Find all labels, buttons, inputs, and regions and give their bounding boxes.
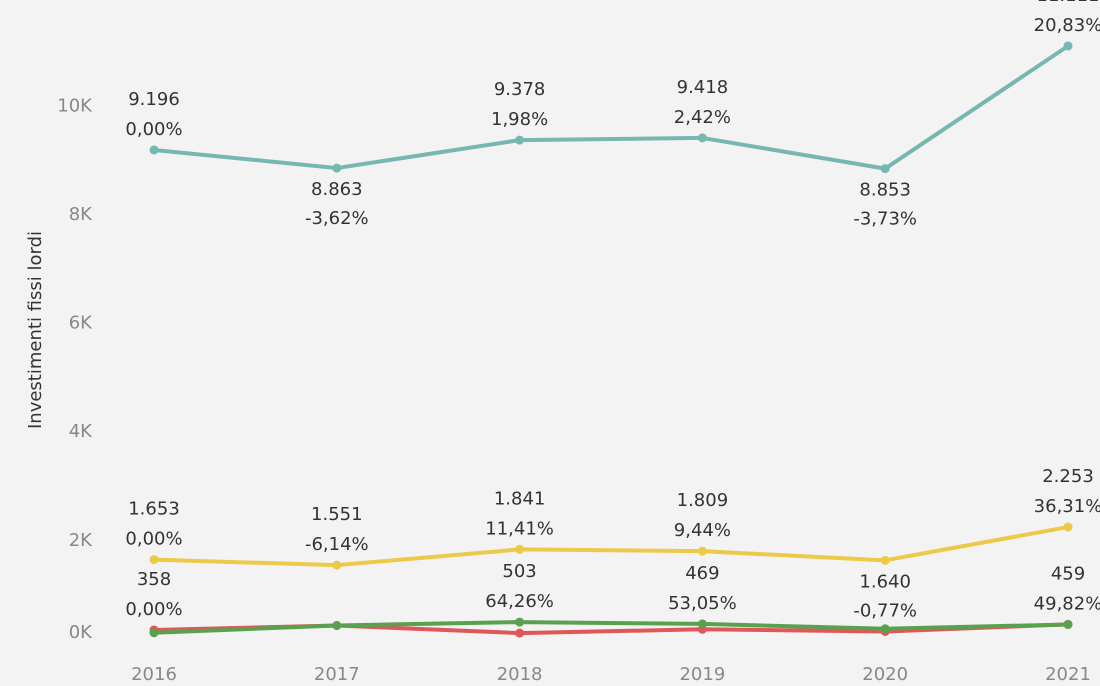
line	[153, 44, 1070, 171]
change-label: -3,62%	[305, 208, 369, 229]
y-tick-label: 0K	[69, 622, 93, 643]
point	[880, 624, 890, 634]
point	[1063, 522, 1073, 532]
point	[332, 163, 342, 173]
change-label: -3,73%	[853, 209, 917, 230]
data-label: 1.841	[494, 488, 546, 509]
point	[1063, 619, 1073, 629]
y-tick-label: 8K	[69, 204, 93, 225]
data-label: 1.809	[677, 490, 729, 511]
data-label: 9.378	[494, 79, 546, 100]
point	[149, 555, 159, 565]
point	[515, 135, 525, 145]
data-label: 459	[1051, 563, 1085, 584]
y-axis-label: Investimenti fissi lordi	[25, 231, 46, 429]
point	[880, 164, 890, 174]
data-label: 1.551	[311, 504, 363, 525]
y-tick-label: 2K	[69, 530, 93, 551]
change-label: 64,26%	[485, 591, 554, 612]
x-tick-label: 2021	[1045, 664, 1091, 685]
x-tick-label: 2020	[862, 664, 908, 685]
data-label: 9.196	[128, 89, 180, 110]
point	[515, 628, 525, 638]
point	[697, 546, 707, 556]
change-label: 1,98%	[491, 109, 548, 130]
change-label: -6,14%	[305, 534, 369, 555]
point	[515, 617, 525, 627]
change-label: 0,00%	[125, 529, 182, 550]
point	[149, 145, 159, 155]
point	[880, 555, 890, 565]
change-label: 49,82%	[1034, 593, 1100, 614]
y-tick-label: 6K	[69, 313, 93, 334]
data-label: 503	[502, 561, 536, 582]
point	[332, 621, 342, 631]
x-tick-label: 2016	[131, 664, 177, 685]
x-tick-label: 2018	[497, 664, 543, 685]
point	[697, 133, 707, 143]
data-label: 1.653	[128, 499, 180, 520]
point	[1063, 41, 1073, 51]
y-tick-label: 4K	[69, 421, 93, 442]
data-label: 2.253	[1042, 466, 1094, 487]
data-label: 9.418	[677, 77, 729, 98]
change-label: 9,44%	[674, 520, 731, 541]
change-label: 0,00%	[125, 119, 182, 140]
data-label: 1.640	[859, 571, 911, 592]
y-tick-label: 10K	[57, 95, 93, 116]
change-label: 53,05%	[668, 593, 737, 614]
change-label: 20,83%	[1034, 15, 1100, 36]
x-tick-label: 2017	[314, 664, 360, 685]
data-label: 8.863	[311, 179, 363, 200]
data-label: 8.853	[859, 180, 911, 201]
point	[697, 619, 707, 629]
line	[153, 525, 1069, 568]
point	[515, 544, 525, 554]
change-label: 0,00%	[125, 599, 182, 620]
change-label: 11,41%	[485, 518, 554, 539]
x-tick-label: 2019	[679, 664, 725, 685]
change-label: -0,77%	[853, 600, 917, 621]
data-label: 11.111	[1037, 0, 1100, 6]
point	[332, 560, 342, 570]
line	[153, 620, 1069, 635]
change-label: 36,31%	[1034, 496, 1100, 517]
point	[149, 628, 159, 638]
change-label: 2,42%	[674, 107, 731, 128]
data-label: 358	[137, 569, 171, 590]
data-label: 469	[685, 563, 719, 584]
